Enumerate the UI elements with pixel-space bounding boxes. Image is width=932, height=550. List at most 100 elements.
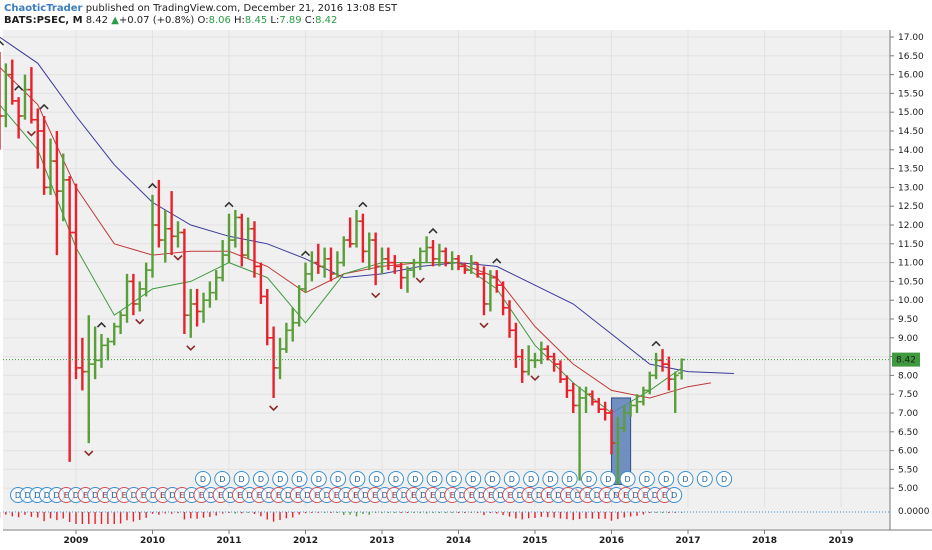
earnings-letter: E bbox=[102, 491, 107, 500]
dividend-marker[interactable]: D bbox=[330, 471, 347, 487]
dividend-circle[interactable] bbox=[368, 471, 385, 487]
dividend-marker[interactable]: D bbox=[638, 471, 655, 487]
chart-header: ChaoticTrader published on TradingView.c… bbox=[4, 3, 397, 27]
y-tick-label: 9.00 bbox=[898, 334, 918, 344]
dividend-circle[interactable] bbox=[330, 471, 347, 487]
dividend-letter: D bbox=[374, 475, 380, 484]
dividend-marker[interactable]: D bbox=[619, 471, 636, 487]
dividend-circle[interactable] bbox=[561, 471, 578, 487]
dividend-marker[interactable]: D bbox=[600, 471, 617, 487]
dividend-marker[interactable]: D bbox=[484, 471, 501, 487]
x-tick-label: 2015 bbox=[522, 536, 547, 546]
dividend-circle[interactable] bbox=[638, 471, 655, 487]
dividend-letter: D bbox=[517, 491, 523, 500]
dividend-marker[interactable]: D bbox=[214, 471, 231, 487]
dividend-marker[interactable]: D bbox=[310, 471, 327, 487]
dividend-circle[interactable] bbox=[388, 471, 404, 487]
author-link[interactable]: ChaoticTrader bbox=[4, 3, 83, 14]
dividend-marker[interactable]: D bbox=[696, 471, 713, 487]
dividend-circle[interactable] bbox=[666, 487, 683, 503]
fractal-up-icon bbox=[224, 201, 234, 208]
dividend-circle[interactable] bbox=[716, 471, 733, 487]
dividend-circle[interactable] bbox=[291, 471, 308, 487]
dividend-circle[interactable] bbox=[214, 471, 231, 487]
fractal-down-icon bbox=[269, 405, 279, 412]
price-tag: 8.42 bbox=[3, 352, 920, 367]
y-tick-label: 11.50 bbox=[898, 240, 924, 250]
dividend-marker[interactable]: D bbox=[503, 471, 520, 487]
dividend-circle[interactable] bbox=[677, 471, 694, 487]
dividend-circle[interactable] bbox=[272, 471, 289, 487]
y-tick-label: 15.00 bbox=[898, 108, 924, 118]
dividend-marker[interactable]: D bbox=[465, 471, 482, 487]
dividend-circle[interactable] bbox=[619, 471, 636, 487]
dividend-marker[interactable]: D bbox=[716, 471, 733, 487]
dividend-marker[interactable]: D bbox=[368, 471, 385, 487]
dividend-marker[interactable]: D bbox=[291, 471, 308, 487]
moving-averages bbox=[0, 36, 734, 414]
x-tick-label: 2012 bbox=[293, 536, 318, 546]
ohlc-bar-up bbox=[633, 394, 641, 413]
dividend-letter: D bbox=[354, 475, 360, 484]
oscillator-histogram bbox=[0, 511, 890, 524]
dividend-circle[interactable] bbox=[195, 471, 211, 487]
dividend-letter: D bbox=[239, 475, 245, 484]
dividend-circle[interactable] bbox=[542, 471, 559, 487]
dividend-marker[interactable]: D bbox=[677, 471, 694, 487]
dividend-marker[interactable]: D bbox=[445, 471, 462, 487]
dividend-circle[interactable] bbox=[484, 471, 501, 487]
dividend-circle[interactable] bbox=[407, 471, 424, 487]
dividend-circle[interactable] bbox=[523, 471, 540, 487]
earnings-letter: E bbox=[643, 491, 648, 500]
last-price: 8.42 bbox=[85, 15, 108, 26]
ohlc-bar-up bbox=[423, 236, 431, 263]
ohlc-bar-down bbox=[461, 262, 469, 274]
dividend-marker[interactable]: D bbox=[666, 487, 683, 503]
dividend-circle[interactable] bbox=[233, 471, 250, 487]
dividend-circle[interactable] bbox=[252, 471, 269, 487]
dividend-circle[interactable] bbox=[426, 471, 443, 487]
dividend-letter: D bbox=[393, 475, 399, 484]
dividend-letter: D bbox=[633, 491, 639, 500]
dividend-marker[interactable]: D bbox=[523, 471, 540, 487]
dividend-circle[interactable] bbox=[465, 471, 482, 487]
dividend-marker[interactable]: D bbox=[407, 471, 424, 487]
dividend-circle[interactable] bbox=[503, 471, 520, 487]
dividend-letter: D bbox=[208, 491, 214, 500]
dividend-marker[interactable]: D bbox=[349, 471, 366, 487]
dividend-marker[interactable]: D bbox=[272, 471, 289, 487]
x-tick-label: 2011 bbox=[216, 536, 241, 546]
dividend-marker[interactable]: D bbox=[658, 471, 675, 487]
dividend-letter: D bbox=[555, 491, 561, 500]
dividend-circle[interactable] bbox=[349, 471, 366, 487]
dividend-marker[interactable]: D bbox=[561, 471, 578, 487]
dividend-letter: D bbox=[644, 475, 650, 484]
y-tick-label: 7.50 bbox=[898, 390, 918, 400]
ohlc-bar-up bbox=[289, 307, 297, 342]
dividend-marker[interactable]: D bbox=[388, 471, 404, 487]
dividend-marker[interactable]: D bbox=[233, 471, 250, 487]
ohlc-bar-down bbox=[518, 349, 526, 383]
ohlc-bar-down bbox=[250, 221, 258, 278]
ohlc-bar-up bbox=[537, 341, 545, 365]
fractal-down-icon bbox=[186, 345, 196, 351]
ma-red-line bbox=[0, 66, 711, 399]
earnings-letter: E bbox=[315, 491, 320, 500]
dividend-circle[interactable] bbox=[600, 471, 617, 487]
earnings-letter: E bbox=[199, 491, 204, 500]
dividend-circle[interactable] bbox=[696, 471, 713, 487]
dividend-letter: D bbox=[605, 475, 611, 484]
event-markers[interactable]: D D D D D D D D D D D D D D D D D D D D D D D D D D D DD D D D D E D E D E D E… bbox=[10, 471, 733, 503]
dividend-marker[interactable]: D bbox=[542, 471, 559, 487]
dividend-marker[interactable]: D bbox=[581, 471, 597, 487]
dividend-circle[interactable] bbox=[445, 471, 462, 487]
dividend-marker[interactable]: D bbox=[195, 471, 211, 487]
dividend-marker[interactable]: D bbox=[252, 471, 269, 487]
dividend-letter: D bbox=[25, 491, 31, 500]
dividend-circle[interactable] bbox=[310, 471, 327, 487]
ohlc-bar-up bbox=[614, 416, 622, 485]
dividend-circle[interactable] bbox=[658, 471, 675, 487]
dividend-marker[interactable]: D bbox=[426, 471, 443, 487]
dividend-circle[interactable] bbox=[581, 471, 597, 487]
